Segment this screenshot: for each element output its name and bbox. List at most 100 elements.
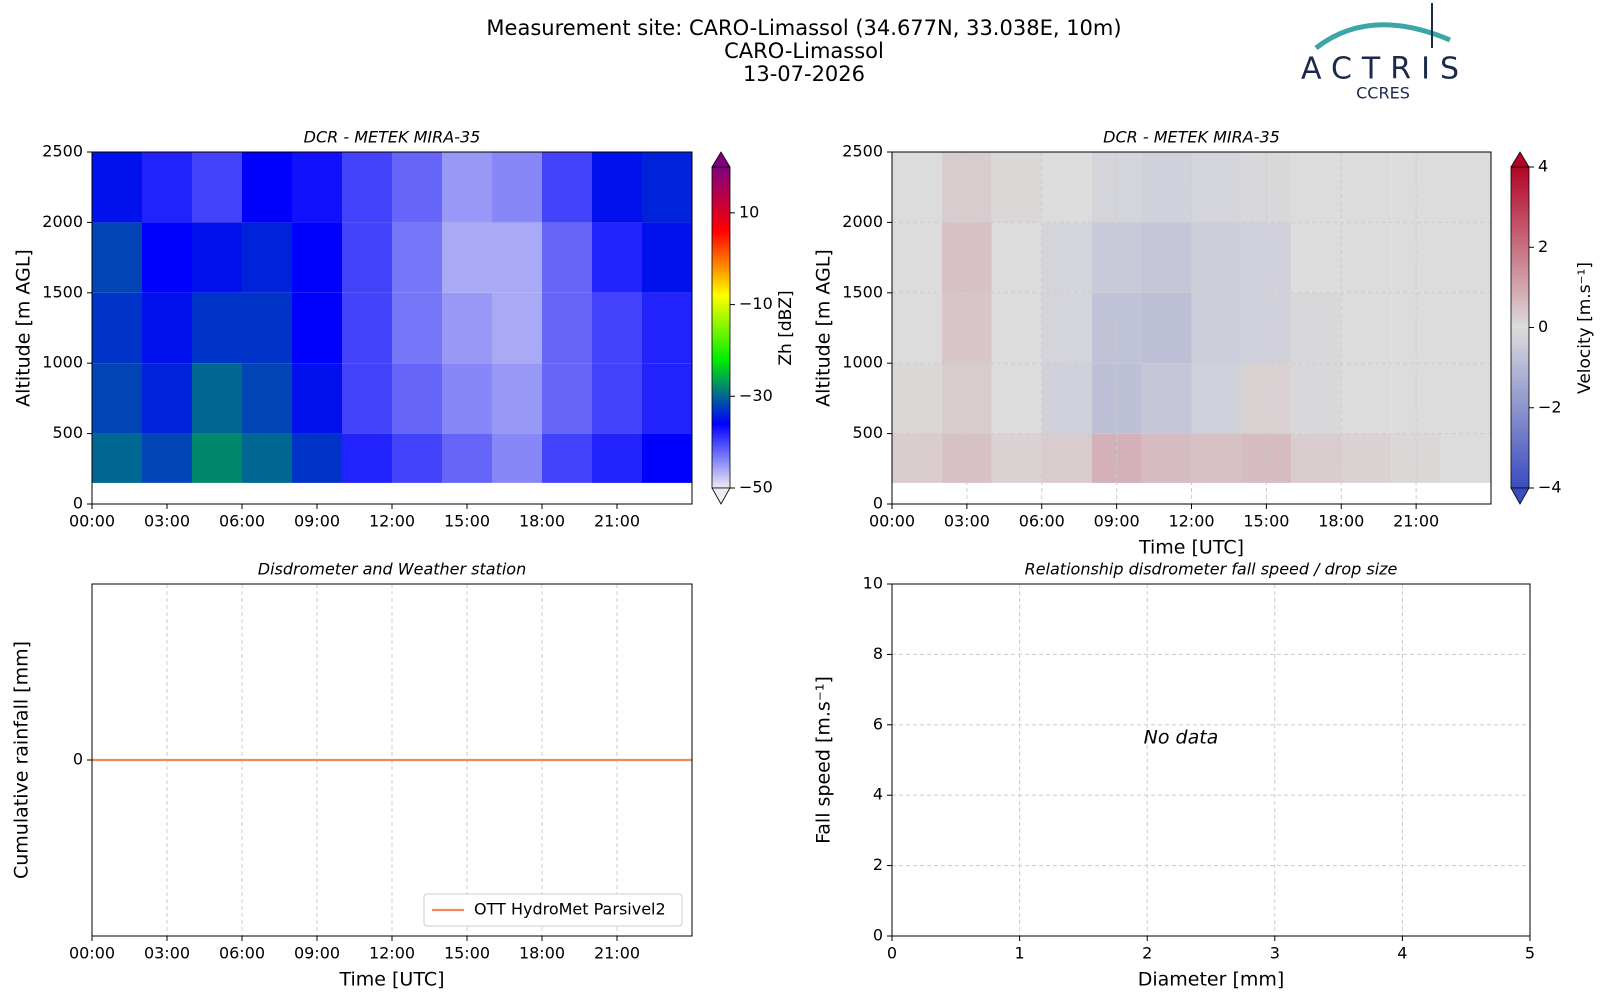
x-tick-label: 03:00 bbox=[144, 944, 190, 963]
y-tick-label: 1500 bbox=[842, 282, 883, 301]
x-tick-label: 4 bbox=[1397, 944, 1407, 963]
x-tick-label: 21:00 bbox=[594, 944, 640, 963]
colorbar-label: Velocity [m.s⁻¹] bbox=[1575, 262, 1595, 394]
heatmap-cell bbox=[1191, 222, 1242, 293]
heatmap-cell bbox=[1191, 292, 1242, 364]
x-tick-label: 18:00 bbox=[519, 512, 565, 531]
heatmap-cell bbox=[492, 222, 542, 293]
y-tick-label: 0 bbox=[73, 750, 83, 769]
x-tick-label: 03:00 bbox=[144, 512, 190, 531]
heatmap-cell bbox=[1341, 222, 1392, 293]
heatmap-cell bbox=[142, 222, 192, 293]
heatmap-cell bbox=[92, 363, 142, 434]
x-tick-label: 12:00 bbox=[369, 512, 415, 531]
heatmap-cell bbox=[292, 433, 342, 483]
colorbar-extend bbox=[1510, 487, 1530, 505]
header-title: 13-07-2026 bbox=[743, 62, 865, 86]
logo: ACTRIS bbox=[1301, 52, 1469, 87]
heatmap-cell bbox=[92, 433, 142, 483]
heatmap-cell bbox=[1041, 152, 1092, 223]
heatmap-cell bbox=[242, 152, 292, 223]
heatmap-cell bbox=[242, 363, 292, 434]
x-tick-label: 0 bbox=[887, 944, 897, 963]
x-tick-label: 1 bbox=[1015, 944, 1025, 963]
heatmap-cell bbox=[442, 222, 492, 293]
y-tick-label: 2000 bbox=[42, 212, 83, 231]
heatmap-cell bbox=[1341, 292, 1392, 364]
heatmap-cell bbox=[642, 363, 692, 434]
chart-title: Disdrometer and Weather station bbox=[258, 560, 526, 579]
header-title: Measurement site: CARO-Limassol (34.677N… bbox=[486, 16, 1121, 40]
colorbar-tick-label: 0 bbox=[1538, 317, 1548, 336]
colorbar-tick-label: −4 bbox=[1538, 478, 1562, 497]
heatmap-cell bbox=[1291, 292, 1342, 364]
y-tick-label: 2000 bbox=[842, 212, 883, 231]
heatmap-cell bbox=[892, 292, 942, 364]
panel: DCR - METEK MIRA-35 00:00 03:00 06:00 09:00 1… bbox=[13, 128, 797, 531]
heatmap-cell bbox=[192, 363, 242, 434]
colorbar-extend bbox=[711, 151, 731, 168]
heatmap-cell bbox=[342, 222, 392, 293]
y-tick-label: 2500 bbox=[42, 142, 83, 161]
heatmap-cell bbox=[242, 222, 292, 293]
heatmap-cell bbox=[392, 152, 442, 223]
heatmap-cell bbox=[1141, 363, 1192, 434]
heatmap-cell bbox=[1441, 222, 1491, 293]
heatmap-cell bbox=[192, 222, 242, 293]
x-tick-label: 21:00 bbox=[1393, 512, 1439, 531]
heatmap-cell bbox=[292, 152, 342, 223]
heatmap-cell bbox=[592, 363, 642, 434]
heatmap-cell bbox=[1441, 433, 1491, 483]
heatmap-cell bbox=[192, 433, 242, 483]
heatmap-cell bbox=[1041, 363, 1092, 434]
x-axis-label: Diameter [mm] bbox=[1138, 969, 1285, 991]
panel: Relationship disdrometer fall speed / dr… bbox=[813, 560, 1536, 991]
y-axis-label: Altitude [m AGL] bbox=[813, 249, 835, 407]
colorbar-tick-label: −2 bbox=[1538, 397, 1562, 416]
heatmap-cell bbox=[1141, 152, 1192, 223]
x-axis-label: Time [UTC] bbox=[338, 969, 444, 991]
colorbar-label: Zh [dBZ] bbox=[776, 290, 796, 365]
heatmap-cell bbox=[892, 152, 942, 223]
x-tick-label: 06:00 bbox=[219, 944, 265, 963]
legend-box bbox=[423, 893, 683, 927]
y-tick-label: 500 bbox=[852, 423, 883, 442]
y-tick-label: 500 bbox=[52, 423, 83, 442]
heatmap-cell bbox=[592, 433, 642, 483]
heatmap-cell bbox=[592, 152, 642, 223]
y-tick-label: 6 bbox=[873, 714, 883, 733]
heatmap-cell bbox=[1441, 363, 1491, 434]
colorbar-tick-label: −10 bbox=[739, 294, 773, 313]
x-tick-label: 15:00 bbox=[444, 944, 490, 963]
x-tick-label: 15:00 bbox=[444, 512, 490, 531]
y-tick-label: 0 bbox=[73, 494, 83, 513]
heatmap-cell bbox=[1191, 433, 1242, 483]
y-tick-label: 0 bbox=[873, 926, 883, 945]
x-tick-label: 18:00 bbox=[1318, 512, 1364, 531]
y-tick-label: 8 bbox=[873, 644, 883, 663]
heatmap-cell bbox=[142, 433, 192, 483]
heatmap-cell bbox=[342, 292, 392, 364]
x-tick-label: 06:00 bbox=[1019, 512, 1065, 531]
y-axis-label: Cumulative rainfall [mm] bbox=[11, 641, 33, 879]
heatmap-cell bbox=[1191, 363, 1242, 434]
heatmap-cell bbox=[1291, 152, 1342, 223]
heatmap-cell bbox=[292, 363, 342, 434]
logo-arc bbox=[1314, 22, 1451, 50]
x-tick-label: 09:00 bbox=[294, 512, 340, 531]
heatmap-cell bbox=[542, 292, 592, 364]
colorbar-tick-label: −50 bbox=[739, 478, 773, 497]
heatmap-cell bbox=[292, 222, 342, 293]
heatmap-cell bbox=[1141, 292, 1192, 364]
heatmap-cell bbox=[142, 152, 192, 223]
heatmap-cell bbox=[492, 363, 542, 434]
colorbar bbox=[711, 166, 731, 489]
x-tick-label: 15:00 bbox=[1243, 512, 1289, 531]
heatmap-cell bbox=[142, 363, 192, 434]
x-tick-label: 00:00 bbox=[869, 512, 915, 531]
heatmap-cell bbox=[642, 222, 692, 293]
y-tick-label: 2 bbox=[873, 855, 883, 874]
y-tick-label: 2500 bbox=[842, 142, 883, 161]
x-tick-label: 3 bbox=[1270, 944, 1280, 963]
heatmap-cell bbox=[1191, 152, 1242, 223]
